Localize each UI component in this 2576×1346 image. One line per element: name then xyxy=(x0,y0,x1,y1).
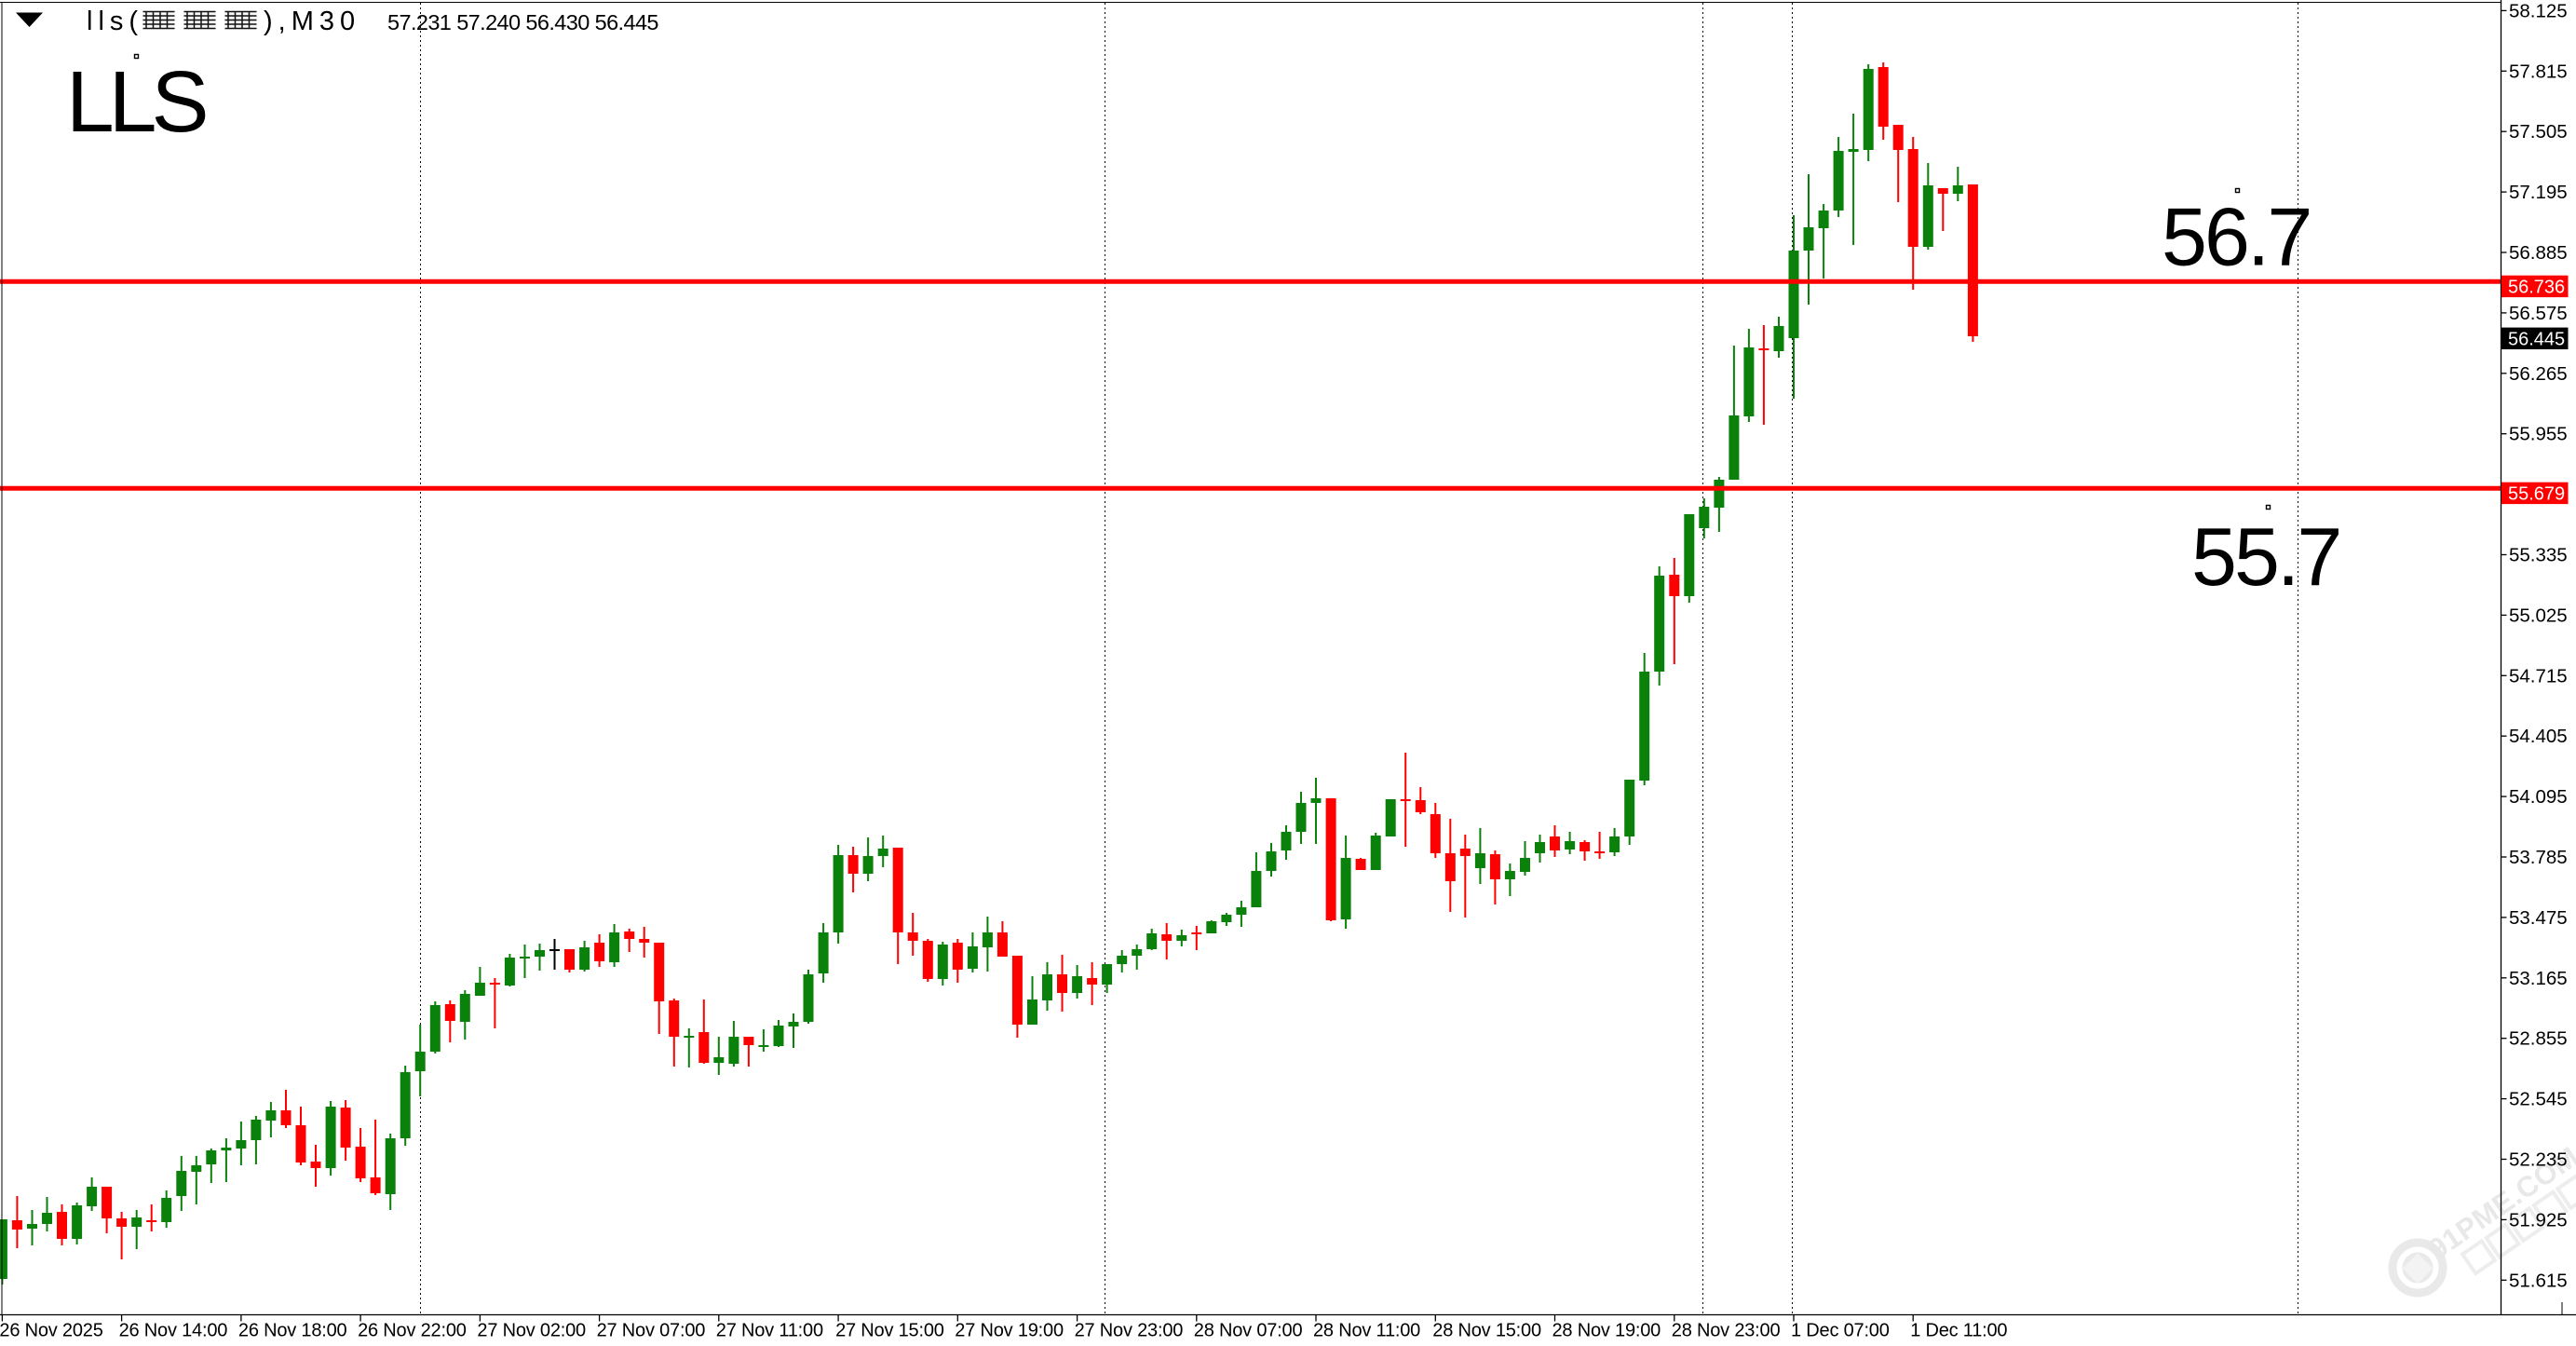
svg-text:54.095: 54.095 xyxy=(2509,786,2568,808)
svg-text:27 Nov 23:00: 27 Nov 23:00 xyxy=(1075,1321,1184,1341)
svg-text:1 Dec 11:00: 1 Dec 11:00 xyxy=(1910,1321,2007,1341)
svg-text:28 Nov 07:00: 28 Nov 07:00 xyxy=(1194,1321,1303,1341)
svg-text:53.475: 53.475 xyxy=(2509,907,2568,929)
svg-text:53.785: 53.785 xyxy=(2509,847,2568,868)
svg-text:26 Nov 14:00: 26 Nov 14:00 xyxy=(119,1321,228,1341)
svg-text:51.925: 51.925 xyxy=(2509,1209,2568,1230)
svg-text:56.736: 56.736 xyxy=(2508,277,2565,297)
svg-text:28 Nov 11:00: 28 Nov 11:00 xyxy=(1313,1321,1420,1341)
svg-text:55.679: 55.679 xyxy=(2508,483,2565,504)
svg-text:LLS: LLS xyxy=(66,53,205,150)
svg-text:27 Nov 07:00: 27 Nov 07:00 xyxy=(597,1321,706,1341)
svg-text:56.265: 56.265 xyxy=(2509,363,2568,385)
svg-text:),M30: ),M30 xyxy=(264,7,360,36)
svg-text:57.505: 57.505 xyxy=(2509,121,2568,143)
svg-text:1 Dec 07:00: 1 Dec 07:00 xyxy=(1791,1321,1890,1341)
svg-text:55.025: 55.025 xyxy=(2509,605,2568,626)
svg-text:28 Nov 15:00: 28 Nov 15:00 xyxy=(1432,1321,1541,1341)
svg-text:53.165: 53.165 xyxy=(2509,968,2568,989)
svg-text:26 Nov 2025: 26 Nov 2025 xyxy=(0,1321,103,1341)
svg-text:28 Nov 23:00: 28 Nov 23:00 xyxy=(1672,1321,1781,1341)
svg-text:27 Nov 15:00: 27 Nov 15:00 xyxy=(835,1321,944,1341)
svg-text:26 Nov 18:00: 26 Nov 18:00 xyxy=(238,1321,347,1341)
svg-text:lls(: lls( xyxy=(87,7,143,36)
svg-text:56.575: 56.575 xyxy=(2509,303,2568,324)
svg-text:52.545: 52.545 xyxy=(2509,1089,2568,1110)
svg-text:55.7: 55.7 xyxy=(2191,510,2339,603)
svg-text:58.125: 58.125 xyxy=(2509,0,2568,21)
svg-text:55.955: 55.955 xyxy=(2509,424,2568,445)
svg-text:27 Nov 19:00: 27 Nov 19:00 xyxy=(955,1321,1064,1341)
svg-text:28 Nov 19:00: 28 Nov 19:00 xyxy=(1552,1321,1661,1341)
svg-text:27 Nov 02:00: 27 Nov 02:00 xyxy=(477,1321,586,1341)
svg-text:56.885: 56.885 xyxy=(2509,242,2568,264)
svg-text:57.195: 57.195 xyxy=(2509,182,2568,203)
svg-text:52.235: 52.235 xyxy=(2509,1149,2568,1171)
svg-text:26 Nov 22:00: 26 Nov 22:00 xyxy=(358,1321,467,1341)
svg-text:27 Nov 11:00: 27 Nov 11:00 xyxy=(716,1321,823,1341)
svg-text:55.335: 55.335 xyxy=(2509,545,2568,566)
svg-text:57.231 57.240 56.430 56.445: 57.231 57.240 56.430 56.445 xyxy=(387,10,658,34)
svg-text:56.445: 56.445 xyxy=(2508,330,2565,350)
svg-text:51.615: 51.615 xyxy=(2509,1270,2568,1291)
svg-text:54.405: 54.405 xyxy=(2509,726,2568,747)
svg-text:56.7: 56.7 xyxy=(2162,191,2310,283)
svg-text:57.815: 57.815 xyxy=(2509,61,2568,82)
svg-text:52.855: 52.855 xyxy=(2509,1028,2568,1050)
svg-text:54.715: 54.715 xyxy=(2509,665,2568,687)
